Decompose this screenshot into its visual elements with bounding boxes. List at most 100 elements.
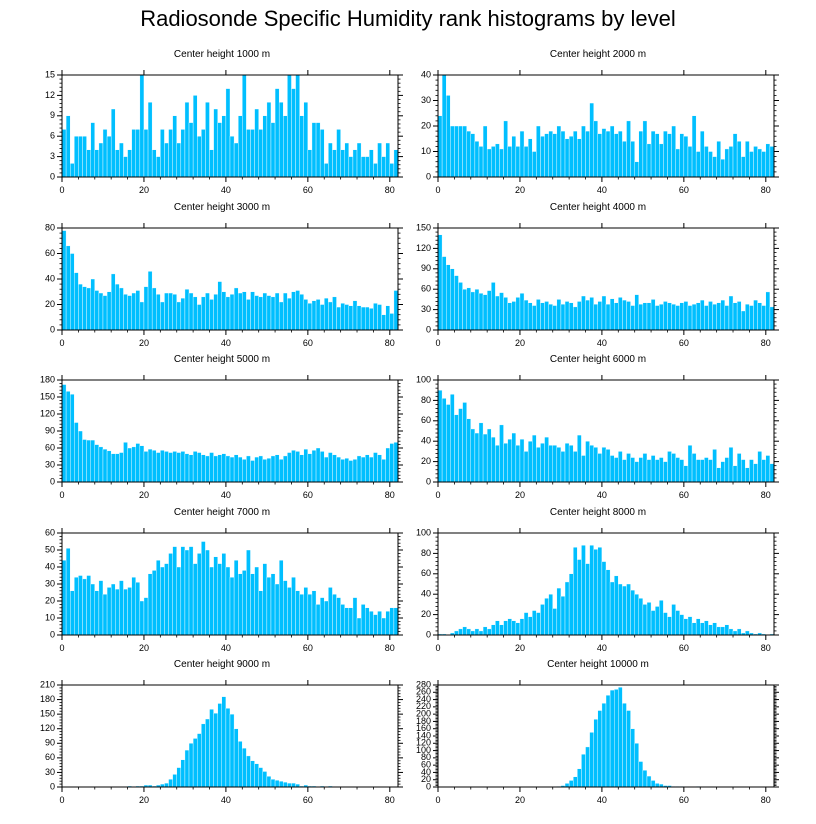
histogram-bar bbox=[266, 458, 272, 483]
histogram-bar bbox=[344, 304, 350, 331]
histogram-panel: Center height 6000 m 0 20 40 60 80 0 20 40 60 80 10… bbox=[416, 354, 779, 500]
histogram-bar bbox=[757, 302, 762, 331]
histogram-bar bbox=[303, 101, 309, 178]
y-tick-label: 0 bbox=[426, 324, 431, 334]
histogram-bar bbox=[188, 546, 194, 636]
histogram-bar bbox=[270, 122, 276, 178]
panel-title: Center height 1000 m bbox=[174, 49, 270, 60]
histogram-bar bbox=[90, 278, 95, 331]
y-tick-label: 6 bbox=[50, 131, 55, 141]
histogram-bar bbox=[332, 149, 337, 178]
histogram-bar bbox=[614, 133, 619, 178]
x-tick-label: 80 bbox=[761, 490, 771, 500]
histogram-bar bbox=[377, 142, 382, 178]
histogram-bar bbox=[69, 393, 75, 483]
histogram-bar bbox=[115, 453, 120, 483]
x-tick-label: 60 bbox=[679, 185, 689, 195]
histogram-bar bbox=[511, 620, 517, 636]
histogram-bar bbox=[642, 302, 648, 331]
histogram-bar bbox=[209, 709, 214, 788]
histogram-bar bbox=[581, 545, 586, 636]
histogram-bar bbox=[119, 580, 124, 636]
y-tick-label: 100 bbox=[416, 374, 431, 384]
histogram-bar bbox=[507, 146, 512, 178]
histogram-bar bbox=[233, 728, 239, 788]
histogram-bar bbox=[242, 74, 247, 178]
histogram-bar bbox=[127, 447, 132, 483]
histogram-bar bbox=[523, 451, 529, 483]
histogram-bar bbox=[377, 454, 382, 483]
histogram-bar bbox=[675, 457, 680, 483]
y-tick-label: 0 bbox=[426, 476, 431, 486]
histogram-bar bbox=[324, 600, 329, 636]
histogram-bar bbox=[741, 156, 746, 178]
histogram-bar bbox=[527, 138, 533, 178]
histogram-bar bbox=[446, 404, 451, 483]
histogram-bar bbox=[679, 614, 685, 636]
histogram-bar bbox=[278, 780, 284, 788]
histogram-bar bbox=[609, 581, 615, 636]
histogram-bar bbox=[552, 133, 558, 178]
y-tick-label: 0 bbox=[50, 324, 55, 334]
histogram-bar bbox=[381, 314, 386, 331]
x-tick-label: 60 bbox=[303, 795, 313, 805]
histogram-bar bbox=[654, 133, 660, 178]
histogram-bar bbox=[328, 587, 333, 636]
histogram-bar bbox=[315, 447, 321, 483]
histogram-bar bbox=[213, 294, 218, 331]
histogram-bar bbox=[254, 295, 259, 331]
histogram-bar bbox=[519, 293, 525, 331]
y-tick-label: 40 bbox=[45, 273, 55, 283]
histogram-bar bbox=[765, 455, 771, 483]
histogram-bar bbox=[654, 783, 660, 788]
histogram-bar bbox=[217, 454, 223, 483]
histogram-bar bbox=[532, 610, 537, 636]
histogram-bar bbox=[192, 451, 198, 483]
histogram-bar bbox=[262, 459, 268, 483]
histogram-bar bbox=[568, 135, 574, 178]
x-tick-label: 20 bbox=[139, 795, 149, 805]
histogram-bar bbox=[340, 459, 345, 483]
y-tick-label: 150 bbox=[40, 709, 55, 719]
histogram-bar bbox=[527, 616, 533, 636]
histogram-bar bbox=[732, 133, 738, 178]
histogram-bar bbox=[593, 447, 599, 483]
histogram-bar bbox=[601, 703, 607, 788]
histogram-bar bbox=[757, 451, 762, 483]
panel-title: Center height 5000 m bbox=[174, 354, 270, 365]
histogram-bar bbox=[160, 301, 165, 331]
histogram-bar bbox=[278, 101, 284, 178]
histogram-bar bbox=[393, 607, 399, 636]
histogram-bar bbox=[299, 454, 304, 483]
histogram-bar bbox=[266, 776, 272, 788]
histogram-bar bbox=[131, 292, 136, 331]
histogram-bar bbox=[160, 129, 165, 178]
histogram-bar bbox=[192, 563, 198, 636]
histogram-bar bbox=[466, 418, 471, 483]
x-tick-label: 40 bbox=[597, 643, 607, 653]
histogram-bar bbox=[74, 577, 79, 636]
histogram-bar bbox=[663, 301, 668, 331]
histogram-bar bbox=[311, 450, 317, 483]
histogram-bar bbox=[332, 296, 337, 331]
histogram-bar bbox=[86, 575, 91, 636]
histogram-bar bbox=[605, 695, 611, 788]
histogram-bar bbox=[369, 308, 374, 331]
histogram-bar bbox=[328, 142, 333, 178]
histogram-bar bbox=[352, 300, 358, 331]
x-tick-label: 40 bbox=[597, 490, 607, 500]
histogram-bar bbox=[466, 628, 471, 636]
histogram-bar bbox=[356, 305, 362, 331]
histogram-bar bbox=[544, 301, 549, 331]
histogram-bar bbox=[482, 626, 488, 636]
histogram-bar bbox=[115, 283, 120, 331]
histogram-bar bbox=[441, 398, 447, 483]
histogram-bar bbox=[515, 622, 521, 636]
histogram-bar bbox=[143, 286, 149, 331]
histogram-bar bbox=[614, 302, 619, 331]
histogram-bar bbox=[650, 780, 656, 788]
histogram-bar bbox=[556, 125, 562, 178]
histogram-bar bbox=[229, 294, 235, 331]
histogram-bar bbox=[609, 298, 615, 331]
histogram-bar bbox=[287, 782, 292, 788]
